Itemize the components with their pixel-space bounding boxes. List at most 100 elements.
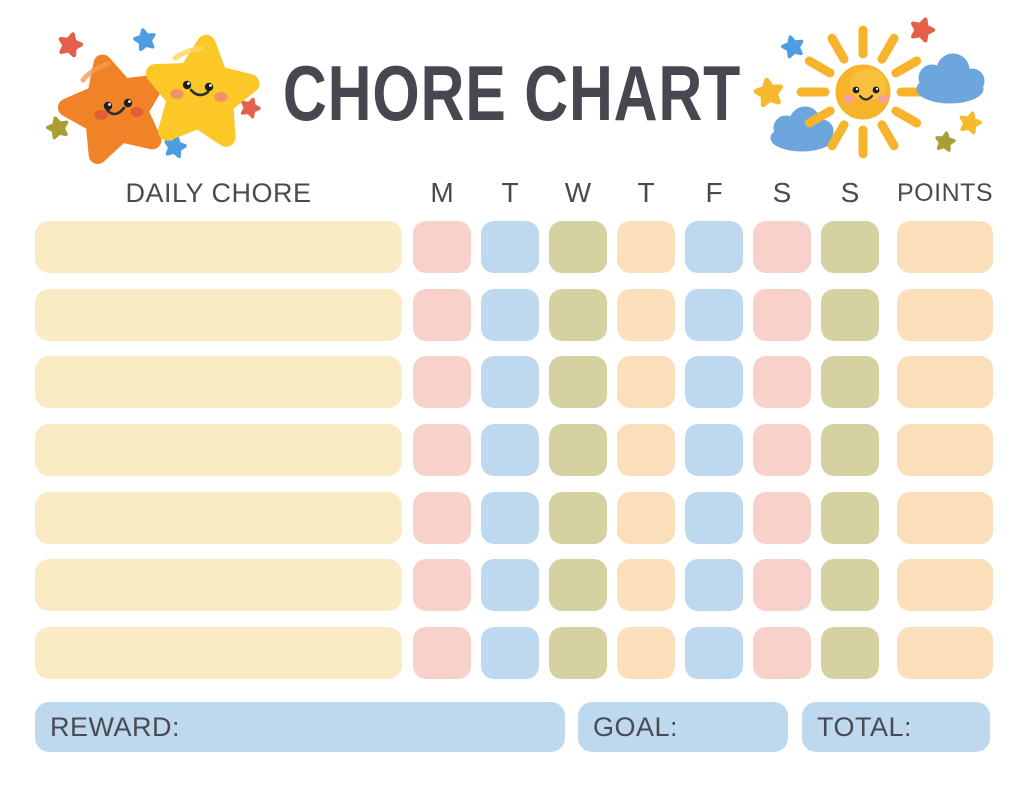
day-cell-W-3[interactable] (549, 356, 607, 409)
total-field[interactable]: TOTAL: (802, 702, 990, 752)
day-cell-F-5[interactable] (685, 559, 743, 612)
chore-name-cell[interactable] (35, 559, 402, 612)
goal-field[interactable]: GOAL: (578, 702, 788, 752)
mini-star-icon (755, 78, 783, 105)
chore-row-7 (35, 627, 993, 680)
chore-row-6 (35, 559, 993, 612)
stars-decoration (25, 18, 275, 173)
chore-name-cell[interactable] (35, 221, 402, 273)
day-cell-T-2[interactable] (481, 424, 539, 477)
day-cell-W-3[interactable] (549, 491, 607, 544)
mini-star-icon (46, 116, 69, 138)
points-cell[interactable] (897, 221, 993, 273)
day-cell-S-7[interactable] (821, 491, 879, 544)
chore-name-cell[interactable] (35, 491, 402, 544)
day-cell-W-3[interactable] (549, 221, 607, 273)
day-cell-W-3[interactable] (549, 627, 607, 680)
day-cell-F-5[interactable] (685, 627, 743, 680)
day-cell-F-5[interactable] (685, 356, 743, 409)
cloud-icon (916, 53, 985, 104)
mini-star-icon (781, 35, 804, 57)
chore-row-1 (35, 221, 993, 273)
day-header-1: M (430, 177, 454, 208)
reward-label: REWARD: (50, 711, 180, 742)
day-cell-T-2[interactable] (481, 627, 539, 680)
day-cell-F-5[interactable] (685, 221, 743, 273)
points-cell[interactable] (897, 356, 993, 409)
day-cell-T-4[interactable] (617, 288, 675, 341)
day-cell-W-3[interactable] (549, 288, 607, 341)
mini-star-icon (935, 132, 955, 151)
chore-name-cell[interactable] (35, 627, 402, 680)
day-cell-T-4[interactable] (617, 627, 675, 680)
table-header-row: DAILY CHORE M T W T F S S POINTS (35, 176, 993, 210)
points-cell[interactable] (897, 559, 993, 612)
day-cell-M-1[interactable] (413, 356, 471, 409)
sun-icon (796, 25, 930, 159)
day-cell-S-6[interactable] (753, 627, 811, 680)
day-cell-S-6[interactable] (753, 491, 811, 544)
day-cell-M-1[interactable] (413, 288, 471, 341)
mini-star-icon (134, 28, 156, 50)
day-header-5: F (705, 177, 723, 208)
day-cell-M-1[interactable] (413, 424, 471, 477)
day-cell-T-4[interactable] (617, 491, 675, 544)
day-header-2: T (501, 177, 519, 208)
day-cell-S-7[interactable] (821, 559, 879, 612)
day-cell-T-2[interactable] (481, 221, 539, 273)
day-header-6: S (772, 177, 792, 208)
yellow-star-icon (149, 39, 253, 139)
reward-field[interactable]: REWARD: (35, 702, 565, 752)
day-cell-F-5[interactable] (685, 424, 743, 477)
day-cell-T-2[interactable] (481, 288, 539, 341)
day-cell-T-2[interactable] (481, 491, 539, 544)
chore-row-2 (35, 288, 993, 341)
day-cell-M-1[interactable] (413, 491, 471, 544)
day-cell-M-1[interactable] (413, 221, 471, 273)
day-cell-T-2[interactable] (481, 559, 539, 612)
points-cell[interactable] (897, 424, 993, 477)
page-title: CHORE CHART (282, 49, 742, 137)
orange-star-icon (58, 52, 169, 160)
goal-label: GOAL: (593, 711, 679, 742)
day-cell-S-7[interactable] (821, 356, 879, 409)
day-cell-S-6[interactable] (753, 288, 811, 341)
day-cell-T-2[interactable] (481, 356, 539, 409)
day-cell-T-4[interactable] (617, 356, 675, 409)
sun-rays (796, 25, 930, 159)
day-cell-S-7[interactable] (821, 627, 879, 680)
cloud-icon (770, 106, 834, 152)
day-header-3: W (564, 177, 592, 208)
chore-name-cell[interactable] (35, 424, 402, 477)
day-cell-S-7[interactable] (821, 424, 879, 477)
chore-row-5 (35, 491, 993, 544)
day-cell-T-4[interactable] (617, 424, 675, 477)
day-cell-S-7[interactable] (821, 221, 879, 273)
chore-row-3 (35, 356, 993, 409)
day-cell-F-5[interactable] (685, 491, 743, 544)
day-cell-W-3[interactable] (549, 424, 607, 477)
mini-star-icon (909, 16, 935, 41)
points-cell[interactable] (897, 627, 993, 680)
day-cell-S-6[interactable] (753, 559, 811, 612)
day-cell-T-4[interactable] (617, 559, 675, 612)
chore-name-cell[interactable] (35, 356, 402, 409)
day-header-7: S (840, 177, 860, 208)
points-header: POINTS (897, 178, 994, 207)
day-cell-M-1[interactable] (413, 559, 471, 612)
day-cell-F-5[interactable] (685, 288, 743, 341)
day-cell-T-4[interactable] (617, 221, 675, 273)
points-cell[interactable] (897, 491, 993, 544)
mini-star-icon (959, 111, 982, 133)
day-cell-S-6[interactable] (753, 221, 811, 273)
day-cell-S-6[interactable] (753, 424, 811, 477)
day-header-4: T (637, 177, 655, 208)
day-cell-M-1[interactable] (413, 627, 471, 680)
day-cell-S-7[interactable] (821, 288, 879, 341)
points-cell[interactable] (897, 288, 993, 341)
chore-name-cell[interactable] (35, 288, 402, 341)
chore-row-4 (35, 424, 993, 477)
day-cell-W-3[interactable] (549, 559, 607, 612)
day-cell-S-6[interactable] (753, 356, 811, 409)
